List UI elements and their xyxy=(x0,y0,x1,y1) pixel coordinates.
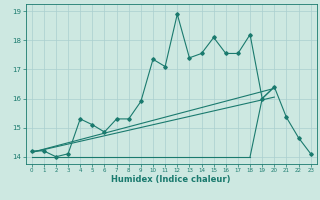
X-axis label: Humidex (Indice chaleur): Humidex (Indice chaleur) xyxy=(111,175,231,184)
